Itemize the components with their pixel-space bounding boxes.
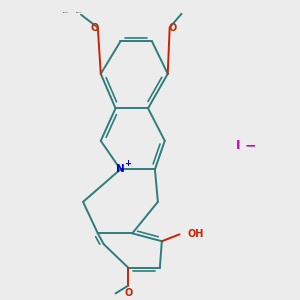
Text: N: N (116, 164, 125, 174)
Text: O: O (91, 22, 99, 33)
Text: I: I (236, 139, 241, 152)
Text: OH: OH (188, 229, 204, 239)
Text: O: O (169, 22, 177, 33)
Text: +: + (124, 159, 131, 168)
Text: −: − (244, 139, 256, 153)
Text: methoxy: methoxy (63, 12, 70, 13)
Text: methoxy: methoxy (76, 12, 83, 13)
Text: O: O (124, 289, 133, 298)
